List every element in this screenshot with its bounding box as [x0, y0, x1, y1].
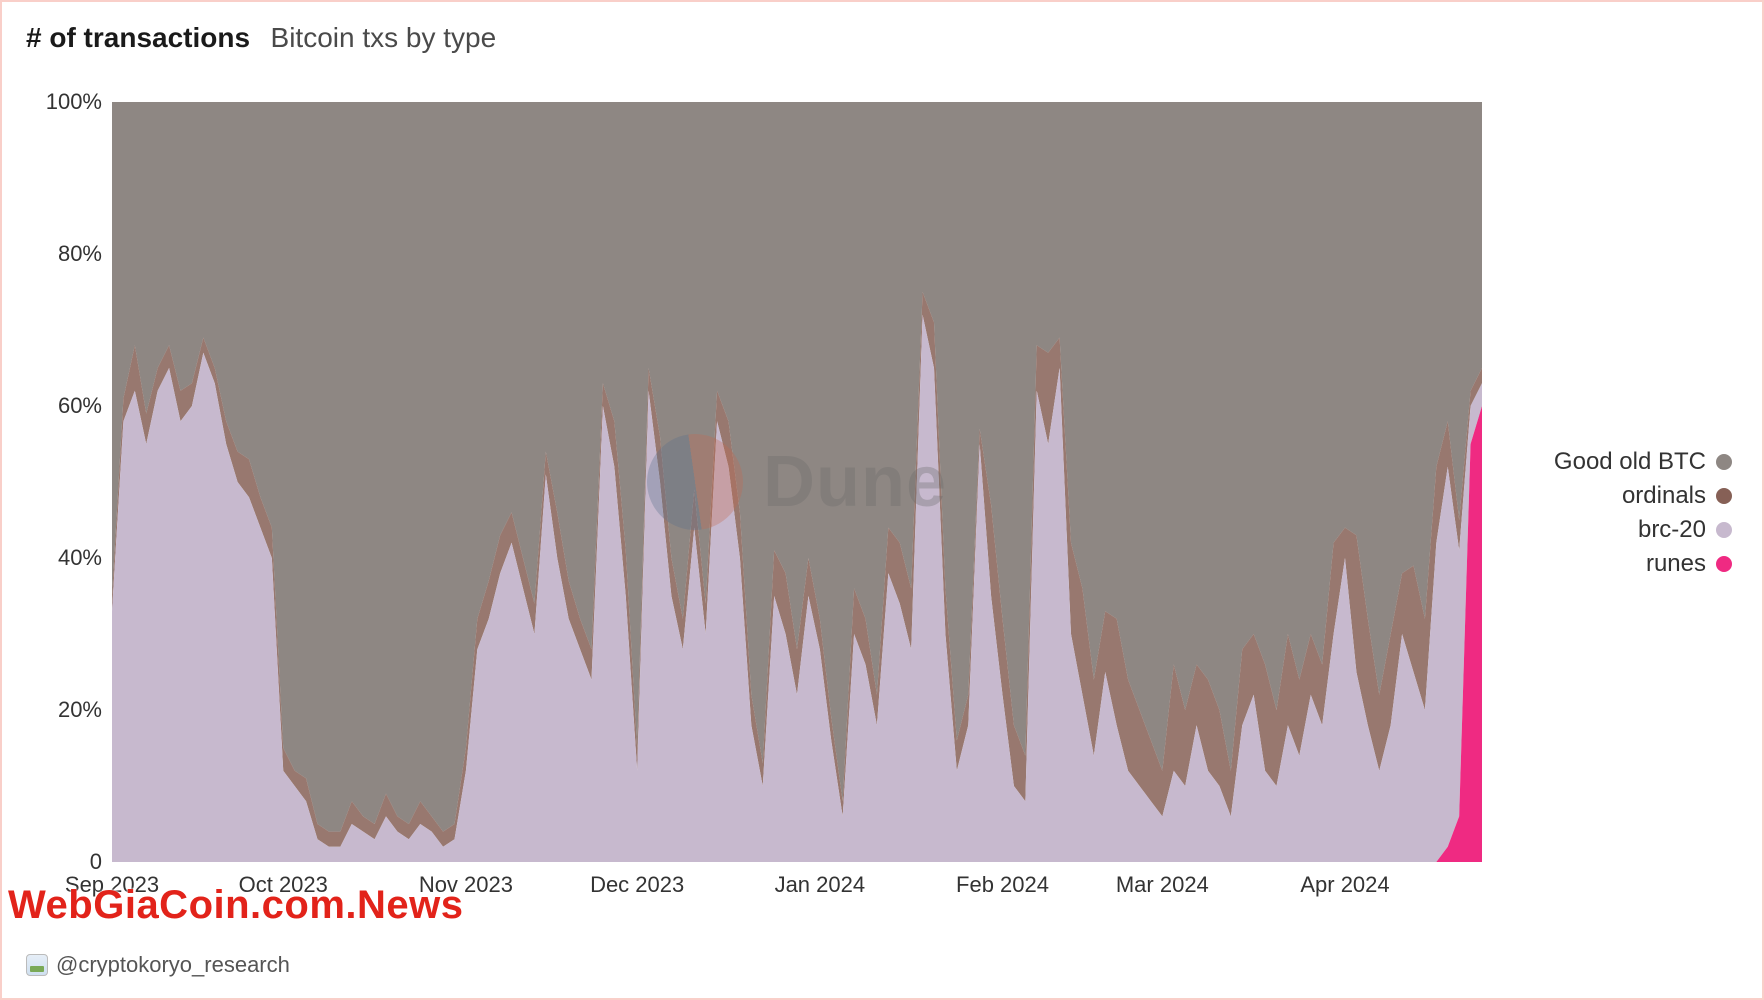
avatar-icon [26, 954, 48, 976]
credit-handle: @cryptokoryo_research [56, 952, 290, 978]
y-tick-label: 20% [58, 697, 102, 723]
chart-title-light: Bitcoin txs by type [271, 22, 497, 54]
x-tick-label: Mar 2024 [1116, 872, 1209, 898]
legend-label: ordinals [1622, 482, 1706, 510]
legend-label: brc-20 [1638, 516, 1706, 544]
site-watermark-overlay: WebGiaCoin.com.News [8, 883, 464, 928]
site-watermark-text: WebGiaCoin.com.News [8, 883, 464, 927]
x-tick-label: Dec 2023 [590, 872, 684, 898]
legend: Good old BTC ordinals brc-20 runes [1554, 442, 1732, 584]
y-axis: 020%40%60%80%100% [42, 102, 102, 862]
chart-title-bold: # of transactions [26, 22, 250, 54]
legend-label: Good old BTC [1554, 448, 1706, 476]
legend-label: runes [1646, 550, 1706, 578]
legend-swatch-icon [1716, 522, 1732, 538]
stacked-area-svg [112, 102, 1482, 862]
legend-swatch-icon [1716, 556, 1732, 572]
legend-item[interactable]: ordinals [1554, 482, 1732, 510]
legend-item[interactable]: runes [1554, 550, 1732, 578]
chart-card: # of transactions Bitcoin txs by type 02… [0, 0, 1764, 1000]
credit-line[interactable]: @cryptokoryo_research [26, 952, 290, 978]
legend-swatch-icon [1716, 454, 1732, 470]
y-tick-label: 80% [58, 241, 102, 267]
chart-header: # of transactions Bitcoin txs by type [26, 22, 496, 54]
plot-area[interactable]: Dune [112, 102, 1482, 862]
legend-swatch-icon [1716, 488, 1732, 504]
x-tick-label: Jan 2024 [775, 872, 866, 898]
y-tick-label: 60% [58, 393, 102, 419]
x-tick-label: Feb 2024 [956, 872, 1049, 898]
legend-item[interactable]: Good old BTC [1554, 448, 1732, 476]
y-tick-label: 100% [46, 89, 102, 115]
x-tick-label: Apr 2024 [1300, 872, 1389, 898]
y-tick-label: 40% [58, 545, 102, 571]
legend-item[interactable]: brc-20 [1554, 516, 1732, 544]
